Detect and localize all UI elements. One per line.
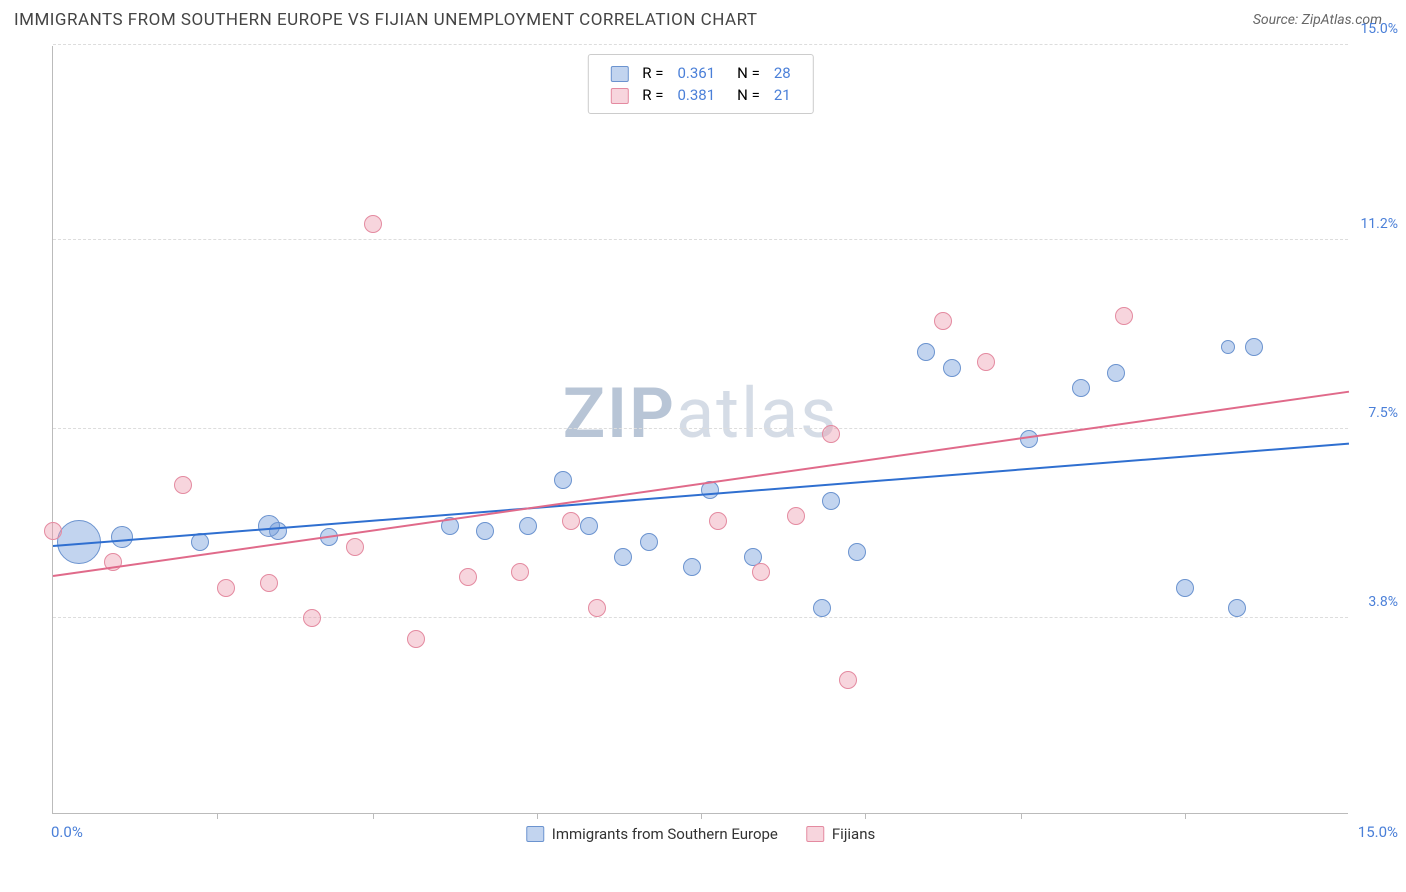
data-point-southern_europe [476,522,494,540]
data-point-southern_europe [1020,430,1038,448]
y-tick-label: 15.0% [1354,21,1398,37]
data-point-southern_europe [519,517,537,535]
data-point-southern_europe [640,533,658,551]
data-point-southern_europe [917,343,935,361]
n-value-series-0: 28 [768,63,797,83]
data-point-fijians [174,476,192,494]
data-point-fijians [44,522,62,540]
gridline [53,617,1348,618]
r-label: R = [636,85,669,105]
x-tick-mark [1185,813,1186,819]
data-point-southern_europe [554,471,572,489]
data-point-fijians [217,579,235,597]
data-point-fijians [709,512,727,530]
gridline [53,44,1348,45]
data-point-southern_europe [614,548,632,566]
legend-label-series-1: Fijians [832,825,875,843]
data-point-southern_europe [943,359,961,377]
data-point-fijians [364,215,382,233]
data-point-fijians [303,609,321,627]
r-value-series-0: 0.361 [671,63,721,83]
swatch-series-0 [610,66,628,82]
trend-line-southern_europe [53,442,1349,546]
watermark: ZIPatlas [563,373,839,455]
plot-area: ZIPatlas R = 0.361 N = 28 R = 0.381 N = … [52,46,1348,814]
data-point-southern_europe [111,526,133,548]
x-tick-mark [537,813,538,819]
x-tick-mark [1021,813,1022,819]
r-value-series-1: 0.381 [671,85,721,105]
data-point-fijians [511,563,529,581]
data-point-southern_europe [580,517,598,535]
data-point-fijians [346,538,364,556]
legend-item-series-1: Fijians [806,825,875,843]
trend-line-fijians [53,391,1349,577]
x-tick-mark [865,813,866,819]
data-point-fijians [588,599,606,617]
data-point-southern_europe [1228,599,1246,617]
x-tick-min: 0.0% [51,823,83,841]
data-point-fijians [459,568,477,586]
r-label: R = [636,63,669,83]
series-legend: Immigrants from Southern Europe Fijians [526,825,875,843]
legend-row-series-0: R = 0.361 N = 28 [604,63,796,83]
data-point-fijians [787,507,805,525]
data-point-fijians [752,563,770,581]
data-point-southern_europe [683,558,701,576]
n-label: N = [723,85,766,105]
swatch-series-1 [610,88,628,104]
chart-container: Unemployment ZIPatlas R = 0.361 N = 28 R… [14,40,1392,855]
data-point-fijians [1115,307,1133,325]
gridline [53,239,1348,240]
data-point-fijians [977,353,995,371]
x-tick-mark [373,813,374,819]
n-value-series-1: 21 [768,85,797,105]
x-tick-max: 15.0% [1358,823,1398,841]
gridline [53,428,1348,429]
data-point-fijians [839,671,857,689]
data-point-southern_europe [1245,338,1263,356]
data-point-southern_europe [1176,579,1194,597]
data-point-fijians [407,630,425,648]
correlation-legend: R = 0.361 N = 28 R = 0.381 N = 21 [587,54,813,114]
data-point-southern_europe [1107,364,1125,382]
data-point-fijians [562,512,580,530]
n-label: N = [723,63,766,83]
data-point-southern_europe [1221,340,1235,354]
x-tick-mark [701,813,702,819]
legend-item-series-0: Immigrants from Southern Europe [526,825,778,843]
watermark-light: atlas [676,373,838,455]
swatch-series-1 [806,826,824,842]
legend-row-series-1: R = 0.381 N = 21 [604,85,796,105]
legend-label-series-0: Immigrants from Southern Europe [552,825,778,843]
y-tick-label: 3.8% [1354,594,1398,610]
y-tick-label: 11.2% [1354,216,1398,232]
x-tick-mark [217,813,218,819]
y-tick-label: 7.5% [1354,405,1398,421]
data-point-fijians [260,574,278,592]
data-point-southern_europe [813,599,831,617]
data-point-southern_europe [848,543,866,561]
watermark-bold: ZIP [563,373,676,455]
data-point-southern_europe [822,492,840,510]
data-point-southern_europe [1072,379,1090,397]
data-point-fijians [934,312,952,330]
swatch-series-0 [526,826,544,842]
data-point-fijians [822,425,840,443]
chart-title: IMMIGRANTS FROM SOUTHERN EUROPE VS FIJIA… [14,10,758,30]
